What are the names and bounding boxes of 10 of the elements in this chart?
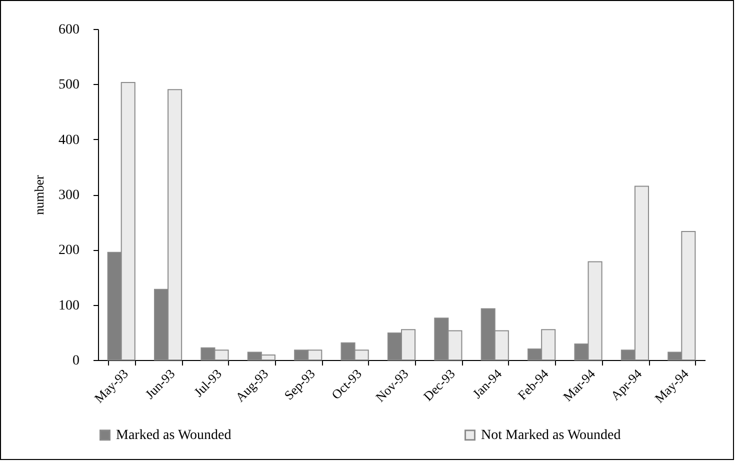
y-tick-label: 300 [58, 188, 80, 203]
legend-label: Not Marked as Wounded [481, 428, 621, 444]
y-tick-label: 0 [72, 354, 80, 368]
y-tick-label: 600 [58, 22, 80, 38]
y-axis-title: number [32, 174, 46, 215]
y-tick-label: 500 [58, 78, 80, 93]
y-tick-label: 200 [58, 243, 80, 258]
legend-label: Marked as Wounded [116, 428, 232, 444]
y-tick-label: 100 [58, 298, 80, 314]
y-tick-label: 400 [58, 132, 80, 148]
